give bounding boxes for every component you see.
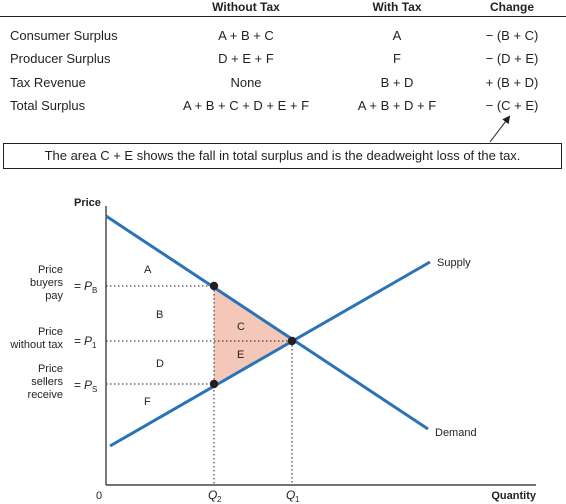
cell-change: − (C + E) (485, 98, 539, 113)
table-row: Total Surplus A + B + C + D + E + F A + … (0, 98, 566, 120)
sellers-price-point (209, 379, 219, 389)
q2-symbol: Q (208, 488, 217, 502)
header-rule (0, 16, 566, 17)
supply-curve (109, 260, 431, 448)
price-buyers-line3: pay (45, 290, 63, 302)
table-row: Consumer Surplus A + B + C A − (B + C) (0, 28, 566, 50)
cell-with-tax: A (392, 28, 402, 43)
cell-without-tax: A + B + C + D + E + F (182, 98, 310, 113)
row-label: Producer Surplus (10, 51, 111, 66)
table-row: Producer Surplus D + E + F F − (D + E) (0, 51, 566, 73)
origin-label: 0 (96, 490, 102, 502)
table-row: Tax Revenue None B + D + (B + D) (0, 75, 566, 97)
cell-without-tax: None (230, 75, 262, 90)
area-a-label: A (144, 264, 152, 276)
row-label: Total Surplus (10, 98, 86, 113)
pb-symbol: P (84, 279, 92, 293)
cell-with-tax: A + B + D + F (357, 98, 437, 113)
price-buyers-line2: buyers (30, 277, 64, 289)
row-label: Tax Revenue (10, 75, 86, 90)
cell-without-tax: A + B + C (218, 28, 274, 43)
ps-symbol: P (84, 378, 92, 392)
surplus-table: Without Tax With Tax Change Consumer Sur… (0, 0, 566, 125)
buyers-price-point (209, 281, 219, 291)
deadweight-note: The area C + E shows the fall in total s… (3, 143, 562, 169)
x-axis-label: Quantity (491, 490, 536, 502)
ps-eq-sign: = (74, 378, 81, 392)
note-pointer-arrow (489, 115, 511, 143)
header-change: Change (489, 0, 535, 14)
demand-curve (105, 214, 429, 431)
demand-label: Demand (435, 427, 477, 439)
pb-eq-sign: = (74, 279, 81, 293)
area-f-label: F (144, 396, 151, 408)
q1-subscript: 1 (295, 495, 300, 504)
area-c-label: C (237, 321, 245, 333)
deadweight-loss-area (214, 286, 292, 384)
header-without-tax: Without Tax (212, 0, 280, 14)
cell-without-tax: D + E + F (218, 51, 274, 66)
p1-symbol: P (84, 334, 92, 348)
y-axis-label: Price (74, 197, 101, 209)
header-with-tax: With Tax (372, 0, 422, 14)
price-buyers-line1: Price (38, 264, 63, 276)
price-sellers-line1: Price (38, 363, 63, 375)
pb-subscript: B (92, 286, 97, 295)
area-b-label: B (156, 309, 163, 321)
cell-change: − (D + E) (485, 51, 539, 66)
price-sellers-line2: sellers (31, 376, 63, 388)
cell-with-tax: B + D (380, 75, 414, 90)
cell-with-tax: F (393, 51, 401, 66)
tax-diagram: Price Quantity 0 Supply Demand Price buy… (9, 197, 536, 504)
price-no-tax-line1: Price (38, 326, 63, 338)
cell-change: + (B + D) (485, 75, 539, 90)
area-e-label: E (237, 349, 244, 361)
area-d-label: D (156, 358, 164, 370)
q2-subscript: 2 (217, 495, 222, 504)
cell-change: − (B + C) (485, 28, 539, 43)
ps-subscript: S (92, 385, 97, 394)
price-no-tax-line2: without tax (9, 339, 63, 351)
supply-label: Supply (437, 257, 471, 269)
q1-symbol: Q (286, 488, 295, 502)
price-sellers-line3: receive (28, 389, 63, 401)
p1-eq-sign: = (74, 334, 81, 348)
equilibrium-point (287, 336, 297, 346)
p1-subscript: 1 (92, 341, 97, 350)
row-label: Consumer Surplus (10, 28, 118, 43)
